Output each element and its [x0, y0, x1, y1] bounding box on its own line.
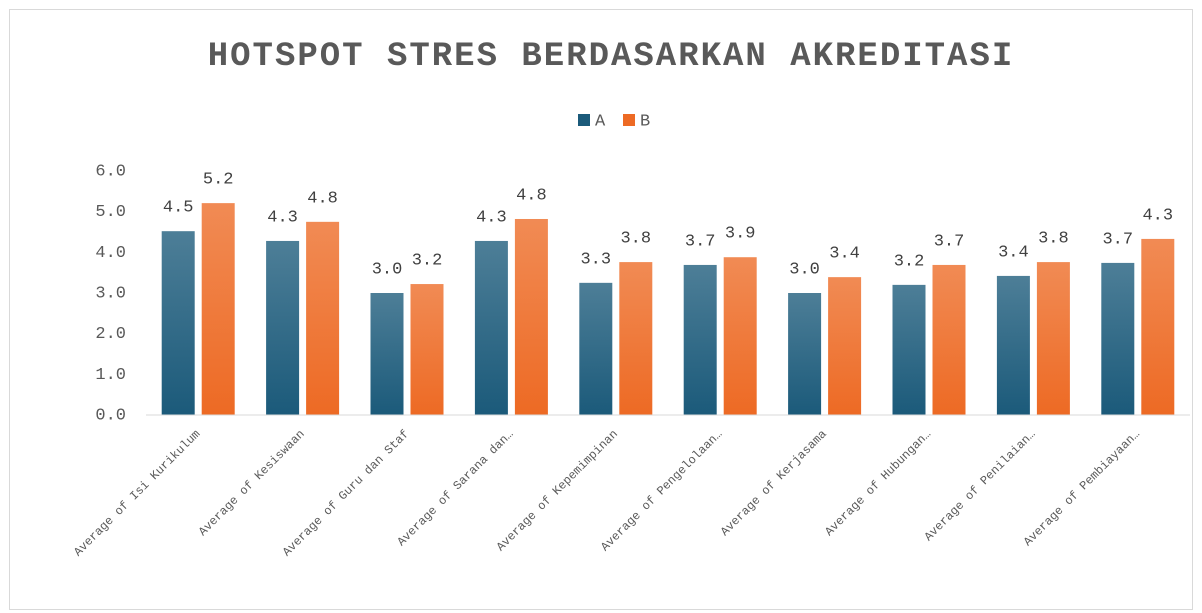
bar — [306, 221, 340, 415]
data-label: 3.9 — [725, 225, 756, 244]
legend-swatch — [578, 114, 590, 126]
bar — [474, 240, 508, 415]
bar — [788, 293, 822, 415]
legend-swatch — [623, 114, 635, 126]
data-label: 3.7 — [685, 232, 716, 251]
data-label: 3.0 — [372, 260, 403, 279]
data-label: 3.4 — [998, 243, 1029, 262]
y-tick-label: 1.0 — [95, 366, 126, 385]
data-label: 4.8 — [307, 189, 338, 208]
data-label: 3.7 — [1102, 230, 1133, 249]
data-label: 5.2 — [203, 171, 234, 190]
bar — [514, 218, 548, 415]
data-label: 3.7 — [934, 232, 965, 251]
data-label: 4.3 — [1142, 206, 1173, 225]
bar — [996, 275, 1030, 415]
bar — [579, 282, 613, 415]
bar — [266, 240, 300, 415]
data-label: 4.5 — [163, 199, 194, 218]
bar — [1036, 262, 1070, 415]
bar — [828, 277, 862, 415]
chart-title: HOTSPOT STRES BERDASARKAN AKREDITASI — [208, 38, 1015, 76]
data-label: 4.3 — [267, 208, 298, 227]
bar — [932, 264, 966, 415]
bar — [161, 231, 195, 415]
data-label: 3.8 — [1038, 230, 1069, 249]
bar — [1141, 238, 1175, 415]
bar — [683, 264, 717, 415]
legend-label: B — [640, 112, 650, 131]
bar — [1101, 262, 1135, 415]
data-label: 4.8 — [516, 186, 547, 205]
y-tick-label: 0.0 — [95, 406, 126, 425]
data-label: 3.8 — [620, 230, 651, 249]
data-label: 3.4 — [829, 245, 860, 264]
bar — [892, 284, 926, 415]
legend-label: A — [595, 112, 606, 131]
data-label: 4.3 — [476, 208, 507, 227]
bar — [370, 293, 404, 415]
bar — [723, 257, 757, 415]
y-tick-label: 2.0 — [95, 325, 126, 344]
bar — [619, 262, 653, 415]
y-tick-label: 5.0 — [95, 203, 126, 222]
data-label: 3.0 — [789, 260, 820, 279]
y-tick-label: 4.0 — [95, 244, 126, 263]
data-label: 3.3 — [580, 250, 611, 269]
bar — [410, 284, 444, 415]
y-tick-label: 3.0 — [95, 284, 126, 303]
bar — [201, 203, 235, 415]
data-label: 3.2 — [412, 252, 443, 271]
data-label: 3.2 — [894, 252, 925, 271]
y-tick-label: 6.0 — [95, 162, 126, 181]
